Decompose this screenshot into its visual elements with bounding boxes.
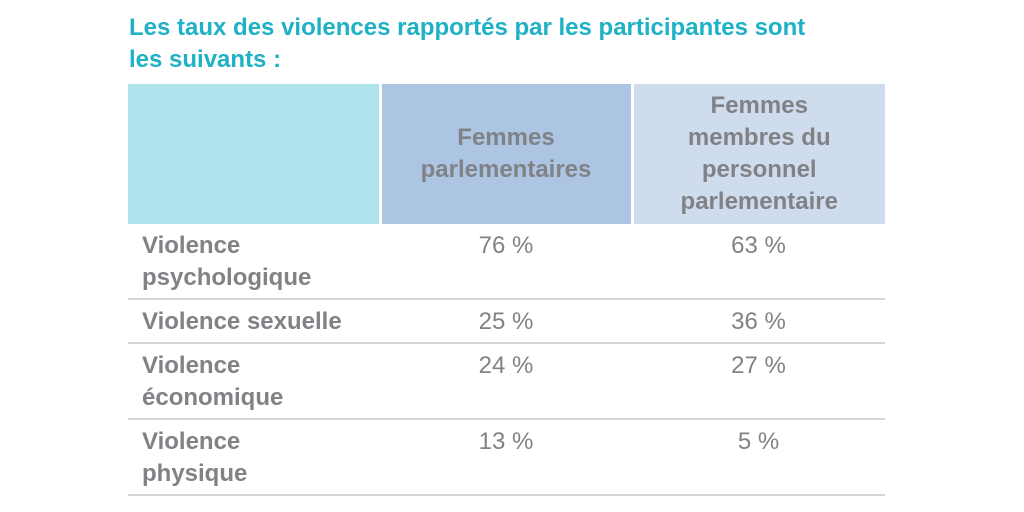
header-line: personnel [701,156,817,183]
table-row: Violence psychologique 76 % 63 % [128,224,885,300]
table-row: Violence sexuelle 25 % 36 % [128,299,885,344]
table-row: Violence physique 13 % 5 % [128,419,885,496]
title-line-1: Les taux des violences rapportés par les… [129,14,806,41]
cell-women-mps-value: 13 % [380,419,632,496]
header-row: Femmes parlementaires Femmes membres du … [128,84,885,224]
cell-women-staff-value: 36 % [632,299,885,344]
header-cell-women-mps: Femmes parlementaires [380,84,634,224]
row-label-economic: Violence économique [128,343,380,420]
row-label-line: physique [142,460,248,487]
violence-rates-table: Femmes parlementaires Femmes membres du … [128,84,885,496]
cell-women-staff-value: 27 % [632,343,885,420]
row-label-line: Violence [142,428,241,455]
row-label-line: Violence [142,352,241,379]
row-label-line: économique [142,384,284,411]
cell-women-staff-value: 63 % [632,224,885,300]
table-row: Violence économique 24 % 27 % [128,343,885,420]
header-line: Femmes [710,92,808,119]
row-label-sexual: Violence sexuelle [128,299,380,344]
cell-women-mps-value: 24 % [380,343,632,420]
title-line-2: les suivants : [129,46,282,73]
header-line: parlementaire [680,188,838,215]
row-label-physical: Violence physique [128,419,380,496]
table-header: Femmes parlementaires Femmes membres du … [128,84,885,224]
row-label-line: Violence [142,232,241,259]
row-label-psychological: Violence psychologique [128,224,380,300]
cell-women-mps-value: 25 % [380,299,632,344]
cell-women-mps-value: 76 % [380,224,632,300]
row-label-line: psychologique [142,264,312,291]
row-label-line: Violence sexuelle [142,308,342,335]
header-line: membres du [687,124,831,151]
header-line: Femmes [457,124,555,151]
table-body: Violence psychologique 76 % 63 % Violenc… [128,224,885,496]
header-cell-women-staff: Femmes membres du personnel parlementair… [632,84,885,224]
page-title: Les taux des violences rapportés par les… [129,12,889,76]
cell-women-staff-value: 5 % [632,419,885,496]
header-line: parlementaires [420,156,592,183]
header-cell-empty [128,84,382,224]
